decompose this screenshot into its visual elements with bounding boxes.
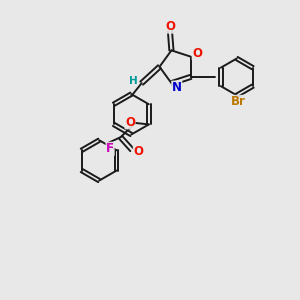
Text: H: H [129, 76, 138, 86]
Text: O: O [192, 46, 202, 60]
Text: F: F [106, 142, 114, 155]
Text: O: O [134, 145, 143, 158]
Text: Br: Br [231, 95, 246, 108]
Text: O: O [165, 20, 175, 33]
Text: N: N [172, 81, 182, 94]
Text: O: O [125, 116, 135, 129]
